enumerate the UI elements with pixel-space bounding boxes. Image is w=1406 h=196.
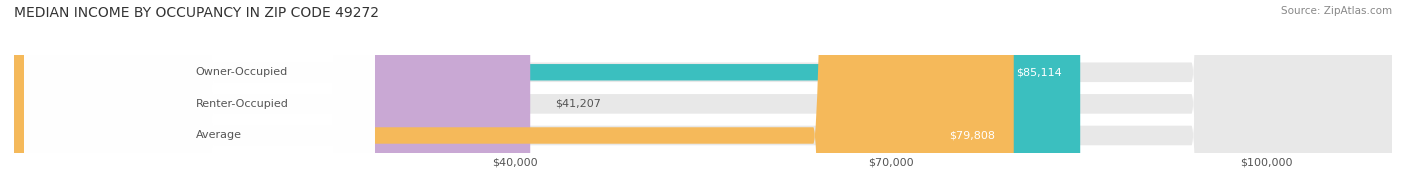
FancyBboxPatch shape: [14, 0, 530, 196]
FancyBboxPatch shape: [14, 0, 1392, 196]
FancyBboxPatch shape: [24, 0, 375, 196]
FancyBboxPatch shape: [14, 0, 1392, 196]
Text: Source: ZipAtlas.com: Source: ZipAtlas.com: [1281, 6, 1392, 16]
Text: $85,114: $85,114: [1015, 67, 1062, 77]
FancyBboxPatch shape: [24, 0, 375, 196]
Text: Average: Average: [195, 131, 242, 141]
Text: Owner-Occupied: Owner-Occupied: [195, 67, 288, 77]
FancyBboxPatch shape: [24, 0, 375, 196]
Text: $79,808: $79,808: [949, 131, 995, 141]
Text: $41,207: $41,207: [555, 99, 602, 109]
Text: Renter-Occupied: Renter-Occupied: [195, 99, 288, 109]
FancyBboxPatch shape: [14, 0, 1014, 196]
FancyBboxPatch shape: [14, 0, 1392, 196]
FancyBboxPatch shape: [14, 0, 1080, 196]
Text: MEDIAN INCOME BY OCCUPANCY IN ZIP CODE 49272: MEDIAN INCOME BY OCCUPANCY IN ZIP CODE 4…: [14, 6, 380, 20]
